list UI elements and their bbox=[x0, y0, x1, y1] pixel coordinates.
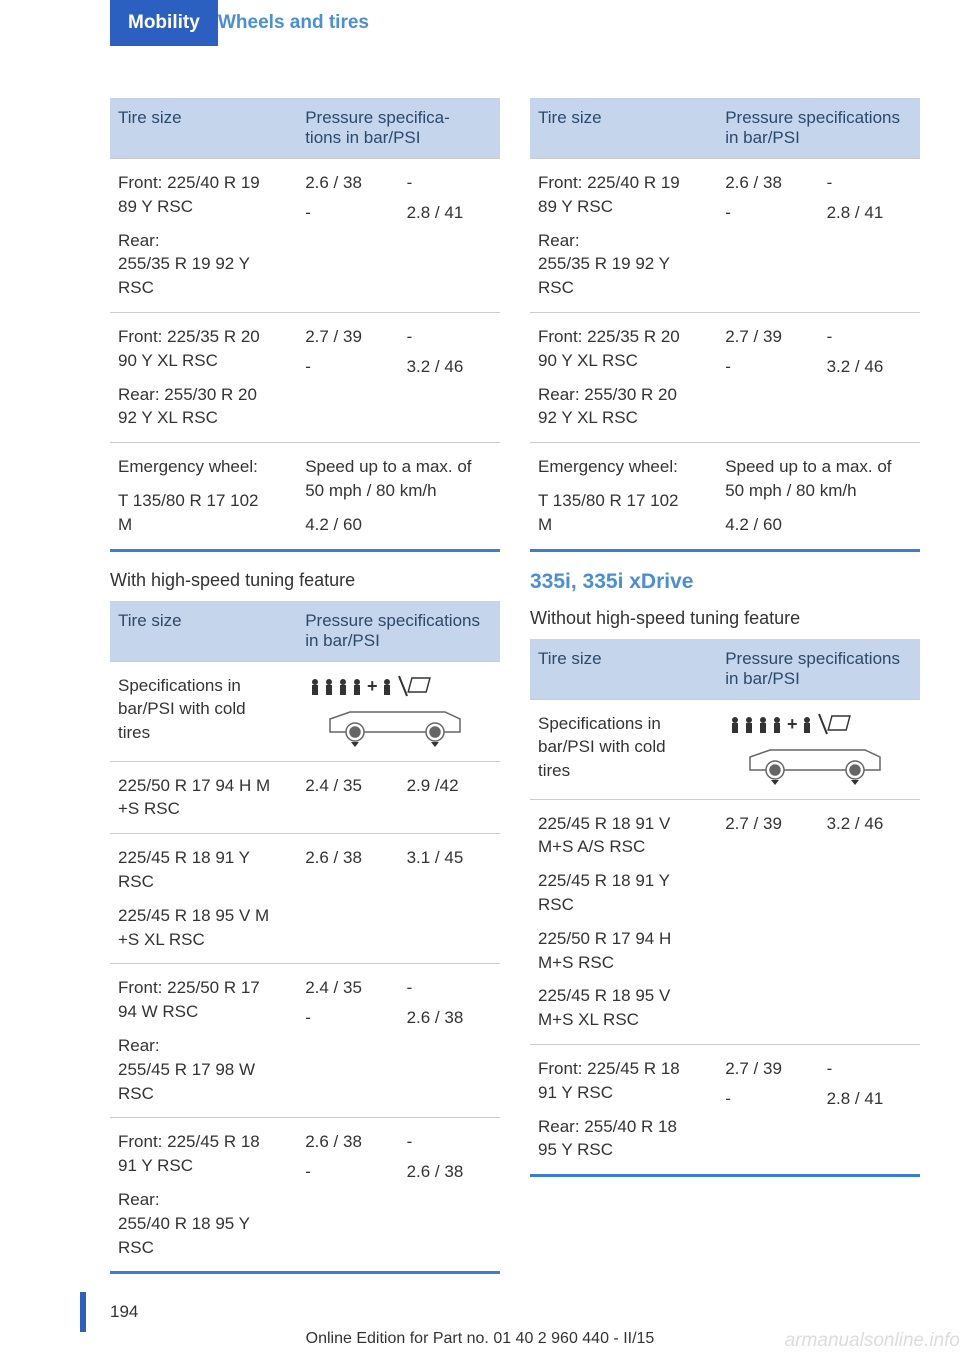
cell-v2: - 2.8 / 41 bbox=[819, 1053, 920, 1166]
cell-tire: 225/50 R 17 94 H M+S RSC bbox=[110, 770, 297, 826]
cell-v2: 3.2 / 46 bbox=[819, 808, 920, 1036]
th-pressure: Pressure specifica‐tions in bar/PSI bbox=[297, 98, 500, 158]
side-accent-bar bbox=[80, 1292, 86, 1332]
svg-text:+: + bbox=[367, 676, 378, 696]
left-table-1: Tire size Pressure specifica‐tions in ba… bbox=[110, 98, 500, 552]
cell-tire: Front: 225/50 R 1794 W RSC Rear:255/45 R… bbox=[110, 972, 297, 1109]
cell-v2: - 3.2 / 46 bbox=[399, 321, 500, 434]
svg-text:+: + bbox=[787, 714, 798, 734]
cell-v2: 3.1 / 45 bbox=[399, 842, 500, 955]
cell-full: Speed up to a max. of50 mph / 80 km/h 4.… bbox=[717, 451, 920, 540]
table-header: Tire size Pressure specificationsin bar/… bbox=[530, 639, 920, 699]
cell-tire: Emergency wheel: T 135/80 R 17 102M bbox=[530, 451, 717, 540]
cell-v1: 2.6 / 38 bbox=[297, 842, 398, 955]
cell-v2: - 2.6 / 38 bbox=[399, 972, 500, 1109]
cell-tire: 225/45 R 18 91 VM+S A/S RSC 225/45 R 18 … bbox=[530, 808, 717, 1036]
cell-v1: 2.6 / 38 - bbox=[297, 167, 398, 304]
th-pressure: Pressure specificationsin bar/PSI bbox=[717, 639, 920, 699]
right-column: Tire size Pressure specificationsin bar/… bbox=[530, 98, 920, 1292]
cell-v1: 2.4 / 35 - bbox=[297, 972, 398, 1109]
cell-tire: Front: 225/40 R 1989 Y RSC Rear:255/35 R… bbox=[530, 167, 717, 304]
load-pictogram: + bbox=[717, 708, 920, 791]
left-table-2: Tire size Pressure specificationsin bar/… bbox=[110, 601, 500, 1275]
left-column: Tire size Pressure specifica‐tions in ba… bbox=[110, 98, 500, 1292]
cell-v2: - 2.8 / 41 bbox=[399, 167, 500, 304]
cell-tire: Front: 225/40 R 1989 Y RSC Rear:255/35 R… bbox=[110, 167, 297, 304]
table-row: 225/50 R 17 94 H M+S RSC 2.4 / 35 2.9 /4… bbox=[110, 761, 500, 834]
table-row: Front: 225/35 R 2090 Y XL RSC Rear: 255/… bbox=[530, 312, 920, 442]
cell-v1: 2.6 / 38 - bbox=[717, 167, 818, 304]
th-tire-size: Tire size bbox=[530, 98, 717, 158]
table-row: 225/45 R 18 91 YRSC 225/45 R 18 95 V M+S… bbox=[110, 833, 500, 963]
load-pictogram: + bbox=[297, 670, 500, 753]
page-number: 194 bbox=[110, 1302, 138, 1322]
cell-spec-label: Specifications inbar/PSI with coldtires bbox=[110, 670, 297, 753]
section-335i: 335i, 335i xDrive bbox=[530, 570, 920, 594]
cell-full: Speed up to a max. of50 mph / 80 km/h 4.… bbox=[297, 451, 500, 540]
label-without-highspeed: Without high-speed tuning feature bbox=[530, 608, 920, 629]
th-tire-size: Tire size bbox=[110, 601, 297, 661]
table-row: Front: 225/40 R 1989 Y RSC Rear:255/35 R… bbox=[110, 158, 500, 312]
th-pressure: Pressure specificationsin bar/PSI bbox=[717, 98, 920, 158]
cell-tire: Emergency wheel: T 135/80 R 17 102M bbox=[110, 451, 297, 540]
cell-v1: 2.7 / 39 - bbox=[297, 321, 398, 434]
table-row: Front: 225/40 R 1989 Y RSC Rear:255/35 R… bbox=[530, 158, 920, 312]
cell-spec-label: Specifications inbar/PSI with coldtires bbox=[530, 708, 717, 791]
table-header: Tire size Pressure specifica‐tions in ba… bbox=[110, 98, 500, 158]
table-row: Front: 225/50 R 1794 W RSC Rear:255/45 R… bbox=[110, 963, 500, 1117]
content-area: Tire size Pressure specifica‐tions in ba… bbox=[0, 48, 960, 1292]
tire-rear: Rear:255/35 R 19 92 YRSC bbox=[118, 229, 289, 300]
cell-tire: Front: 225/35 R 2090 Y XL RSC Rear: 255/… bbox=[110, 321, 297, 434]
table-header: Tire size Pressure specificationsin bar/… bbox=[110, 601, 500, 661]
th-tire-size: Tire size bbox=[530, 639, 717, 699]
cell-tire: Front: 225/35 R 2090 Y XL RSC Rear: 255/… bbox=[530, 321, 717, 434]
table-row-spec: Specifications inbar/PSI with coldtires … bbox=[110, 661, 500, 761]
table-row: Front: 225/35 R 2090 Y XL RSC Rear: 255/… bbox=[110, 312, 500, 442]
cell-tire: 225/45 R 18 91 YRSC 225/45 R 18 95 V M+S… bbox=[110, 842, 297, 955]
cell-v2: - 2.6 / 38 bbox=[399, 1126, 500, 1263]
cell-v2: - 2.8 / 41 bbox=[819, 167, 920, 304]
label-highspeed: With high-speed tuning feature bbox=[110, 570, 500, 591]
cell-v2: 2.9 /42 bbox=[399, 770, 500, 826]
watermark: armanualsonline.info bbox=[785, 1330, 960, 1352]
cell-v2: - 3.2 / 46 bbox=[819, 321, 920, 434]
table-row: 225/45 R 18 91 VM+S A/S RSC 225/45 R 18 … bbox=[530, 799, 920, 1044]
cell-tire: Front: 225/45 R 1891 Y RSC Rear:255/40 R… bbox=[110, 1126, 297, 1263]
right-table-2: Tire size Pressure specificationsin bar/… bbox=[530, 639, 920, 1178]
cell-v1: 2.4 / 35 bbox=[297, 770, 398, 826]
cell-tire: Front: 225/45 R 1891 Y RSC Rear: 255/40 … bbox=[530, 1053, 717, 1166]
table-row-spec: Specifications inbar/PSI with coldtires … bbox=[530, 699, 920, 799]
cell-v1: 2.7 / 39 bbox=[717, 808, 818, 1036]
table-row: Emergency wheel: T 135/80 R 17 102M Spee… bbox=[110, 442, 500, 548]
table-row: Front: 225/45 R 1891 Y RSC Rear: 255/40 … bbox=[530, 1044, 920, 1174]
header-subtitle: Wheels and tires bbox=[218, 12, 369, 34]
table-header: Tire size Pressure specificationsin bar/… bbox=[530, 98, 920, 158]
tire-front: Front: 225/40 R 1989 Y RSC bbox=[118, 171, 289, 219]
header-tab: Mobility bbox=[110, 0, 218, 46]
table-row: Emergency wheel: T 135/80 R 17 102M Spee… bbox=[530, 442, 920, 548]
cell-v1: 2.7 / 39 - bbox=[717, 1053, 818, 1166]
cell-v1: 2.7 / 39 - bbox=[717, 321, 818, 434]
th-pressure: Pressure specificationsin bar/PSI bbox=[297, 601, 500, 661]
table-row: Front: 225/45 R 1891 Y RSC Rear:255/40 R… bbox=[110, 1117, 500, 1271]
page-header: Mobility Wheels and tires bbox=[0, 0, 960, 48]
right-table-1: Tire size Pressure specificationsin bar/… bbox=[530, 98, 920, 552]
cell-v1: 2.6 / 38 - bbox=[297, 1126, 398, 1263]
th-tire-size: Tire size bbox=[110, 98, 297, 158]
